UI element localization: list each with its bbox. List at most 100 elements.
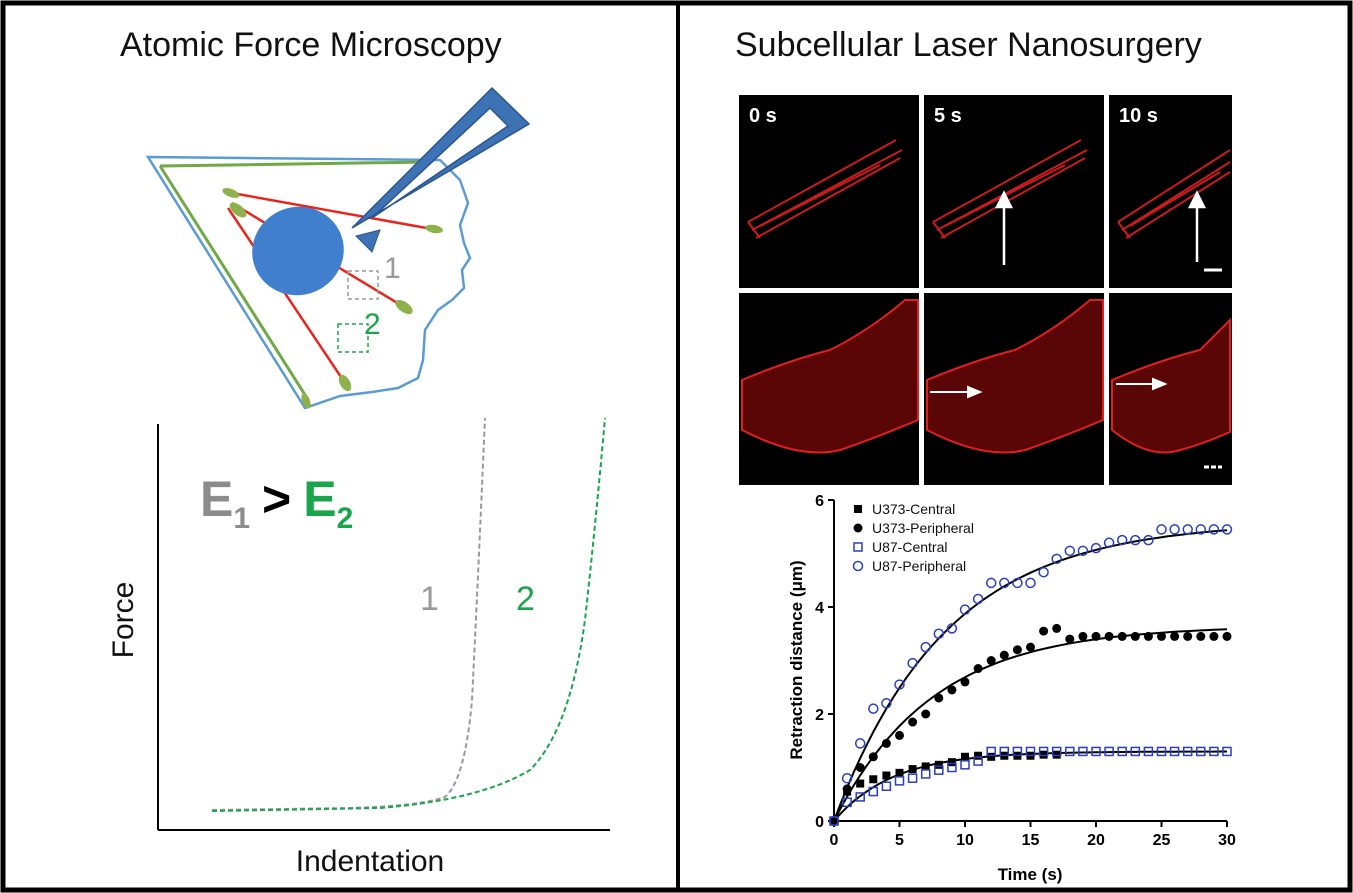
data-point <box>959 604 971 615</box>
data-point <box>974 751 983 760</box>
x-tick-label: 0 <box>830 832 839 849</box>
cantilever-arm <box>351 86 531 229</box>
data-point <box>1025 577 1036 589</box>
cell-body-5s <box>926 299 1104 454</box>
data-point <box>1117 746 1127 757</box>
data-point <box>961 752 969 761</box>
cortical-fiber-left <box>159 160 429 168</box>
afm-cantilever <box>351 86 531 253</box>
nanosurgery-title: Subcellular Laser Nanosurgery <box>735 26 1202 64</box>
e2-subscript: 2 <box>337 502 354 535</box>
data-point <box>1090 542 1102 554</box>
data-point <box>1012 577 1023 589</box>
data-point <box>1222 746 1232 757</box>
actin-bundle-0s <box>747 139 903 239</box>
data-point <box>1065 746 1075 757</box>
curve-label-1: 1 <box>420 580 439 618</box>
force-label: Force <box>107 582 140 659</box>
data-point <box>999 650 1009 660</box>
legend-marker <box>854 505 862 513</box>
data-point <box>907 773 918 783</box>
data-point <box>1221 524 1233 535</box>
data-point <box>973 756 983 766</box>
data-point <box>1169 524 1180 535</box>
data-point <box>1182 746 1193 757</box>
legend-label: U87-Central <box>872 539 947 555</box>
adhesion-ellipse <box>222 188 240 198</box>
afm-title: Atomic Force Microscopy <box>120 26 502 64</box>
modulus-comparison: E1 > E2 <box>200 471 353 535</box>
data-point <box>933 628 945 639</box>
data-point <box>947 758 956 767</box>
data-point <box>1196 631 1206 641</box>
actin-bundle-5s <box>932 139 1088 239</box>
legend-marker <box>852 560 864 572</box>
data-point <box>894 679 905 690</box>
data-point <box>934 693 944 703</box>
data-point <box>1156 524 1167 535</box>
chart-x-label: Time (s) <box>998 865 1063 884</box>
curve-2-green <box>211 417 606 812</box>
data-point <box>855 792 865 802</box>
data-point <box>1156 746 1167 757</box>
data-point <box>1170 631 1180 641</box>
fit-curve <box>833 529 1228 822</box>
data-point <box>947 685 957 695</box>
data-point <box>895 768 904 777</box>
data-point <box>895 730 904 740</box>
data-point <box>1104 746 1114 757</box>
x-tick-label: 15 <box>1022 832 1040 849</box>
data-point <box>987 752 996 761</box>
data-point <box>856 779 865 788</box>
data-point <box>934 760 943 769</box>
adhesion-ellipse <box>338 374 352 392</box>
data-point <box>1208 524 1220 535</box>
y-tick-label: 6 <box>815 493 824 510</box>
legend-label: U87-Peripheral <box>872 558 966 574</box>
data-point <box>1130 746 1141 757</box>
chart-points <box>828 524 1233 827</box>
fit-curve <box>833 750 1227 822</box>
region-box-gray <box>347 270 379 300</box>
x-tick-label: 10 <box>956 832 974 849</box>
data-point <box>972 593 984 605</box>
data-point <box>1209 746 1219 757</box>
data-point <box>1116 534 1128 546</box>
cut-arrow-5s-lateral <box>930 385 983 399</box>
data-point <box>921 762 930 771</box>
data-point <box>1025 746 1036 757</box>
data-point <box>1091 746 1101 757</box>
data-point <box>881 698 892 709</box>
data-point <box>908 717 918 727</box>
data-point <box>1065 634 1075 644</box>
data-point <box>881 738 891 748</box>
data-point <box>960 677 970 687</box>
nucleus <box>252 206 344 296</box>
data-point <box>855 763 865 772</box>
data-point <box>999 746 1010 757</box>
data-point <box>973 664 983 674</box>
data-point <box>1182 524 1193 535</box>
chart-y-label: Retraction distance (μm) <box>787 560 806 759</box>
adhesion-ellipse <box>301 393 311 409</box>
data-point <box>1051 553 1062 565</box>
cut-arrow-10s <box>1187 190 1207 262</box>
data-point <box>1195 524 1207 535</box>
data-point <box>869 775 878 784</box>
retraction-chart: 0 5 10 15 20 25 30 0 2 4 6 U373-Central U373-Periph… <box>787 493 1236 884</box>
force-indentation-plot: 1 2 E1 > E2 Force Indentation <box>107 417 610 878</box>
data-point <box>947 762 957 773</box>
x-tick-label: 20 <box>1087 832 1105 849</box>
data-point <box>854 738 866 749</box>
chart-ticks: 0 5 10 15 20 25 30 0 2 4 6 <box>815 493 1236 849</box>
time-label-5s: 5 s <box>934 105 962 127</box>
cell-schematic: 1 2 <box>145 155 472 410</box>
data-point <box>1143 534 1154 546</box>
x-tick-label: 25 <box>1153 832 1171 849</box>
data-point <box>1196 746 1206 757</box>
e2-symbol: E <box>303 471 336 527</box>
adhesion-ellipse <box>229 202 247 218</box>
curve-label-2: 2 <box>516 580 535 618</box>
actin-bundle-10s <box>1117 149 1231 239</box>
data-point <box>1078 746 1088 757</box>
